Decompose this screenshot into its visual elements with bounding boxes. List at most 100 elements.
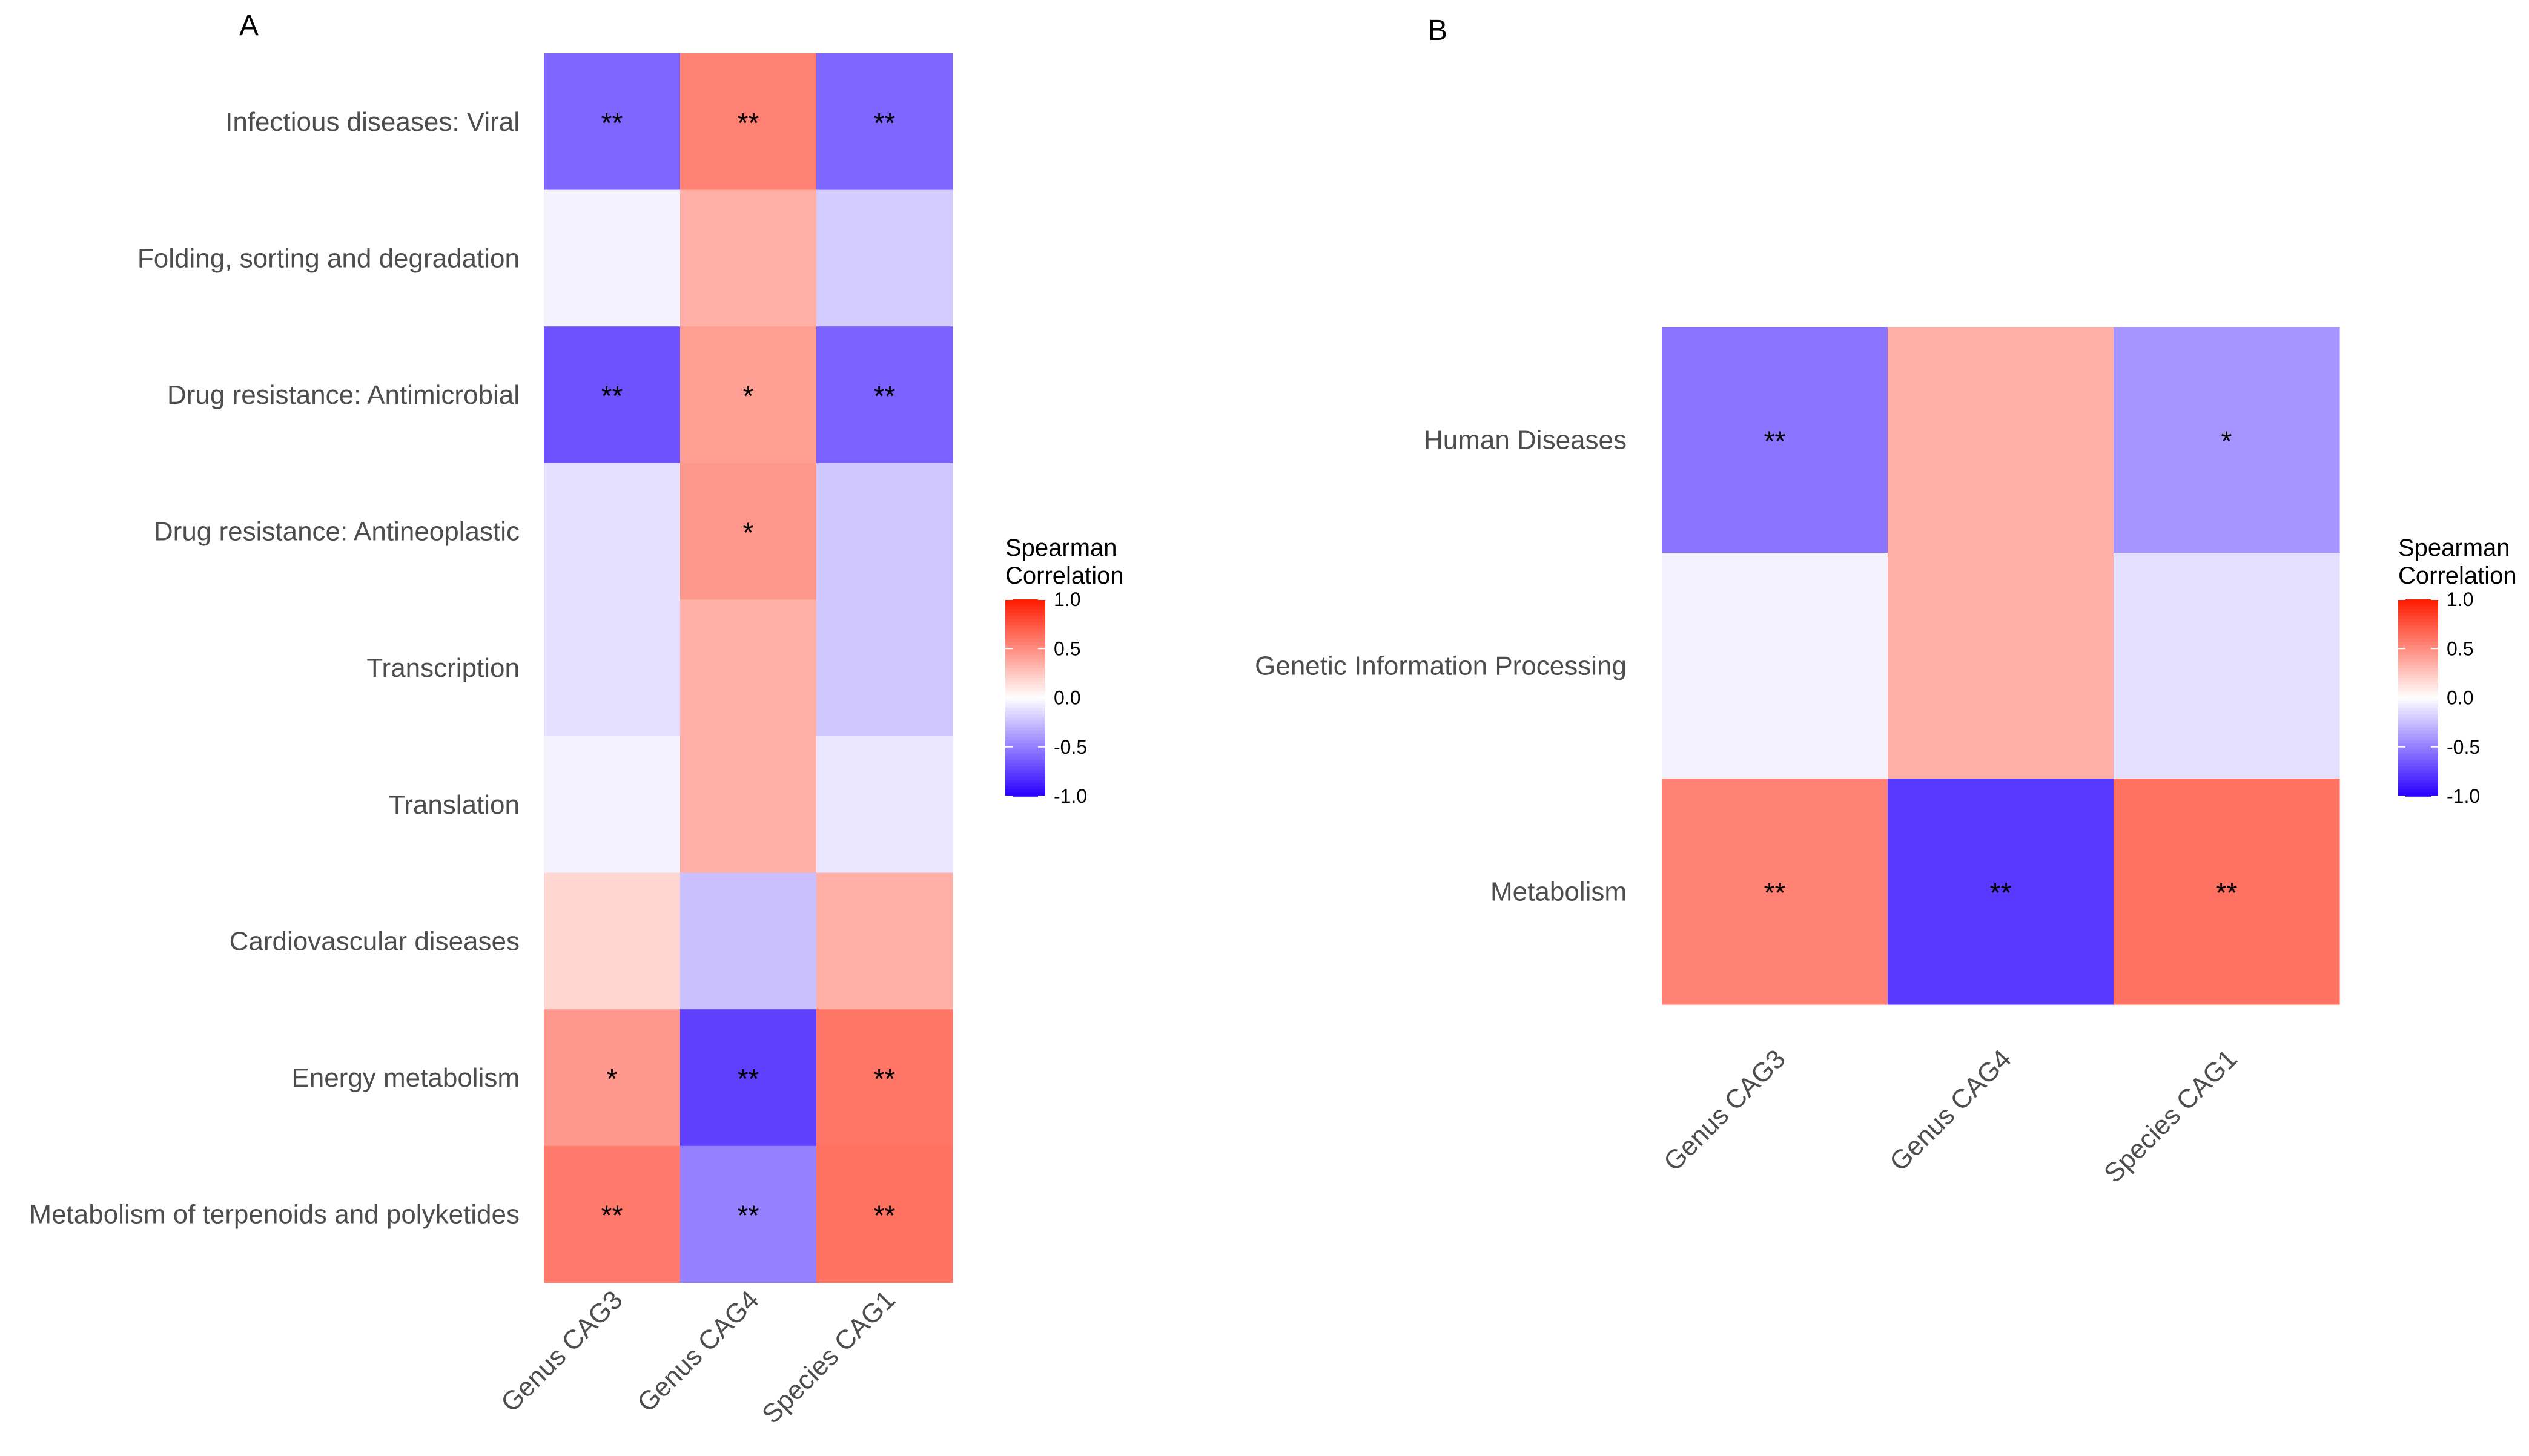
legend-gradient-step <box>1005 700 1045 705</box>
legend-title: Correlation <box>2398 562 2517 589</box>
heatmap-cell <box>680 1009 817 1147</box>
legend-gradient-step <box>2398 688 2438 692</box>
legend-gradient-step <box>1005 635 1045 639</box>
legend-gradient-step <box>1005 691 1045 695</box>
legend-gradient-step <box>2398 655 2438 659</box>
legend-tick-label: -0.5 <box>1054 736 1087 758</box>
row-label: Human Diseases <box>1424 426 1627 455</box>
legend-gradient-step <box>1005 642 1045 646</box>
legend-gradient-step <box>2398 760 2438 764</box>
heatmap-cell <box>2114 553 2340 779</box>
legend-title: Correlation <box>1005 562 1124 589</box>
legend-gradient-step <box>1005 609 1045 613</box>
legend-gradient-step <box>2398 671 2438 676</box>
legend-gradient-step <box>2398 766 2438 771</box>
significance-mark: ** <box>738 1063 759 1095</box>
legend-gradient-step <box>1005 720 1045 725</box>
heatmap-cell <box>544 1145 681 1283</box>
significance-mark: ** <box>738 107 759 139</box>
legend-gradient-step <box>1005 655 1045 659</box>
legend-gradient-step <box>1005 697 1045 702</box>
legend-gradient-step <box>2398 704 2438 708</box>
significance-mark: ** <box>874 380 896 412</box>
legend-gradient-step <box>1005 622 1045 627</box>
legend-gradient-step <box>1005 766 1045 771</box>
heatmap-cell <box>544 599 681 737</box>
significance-mark: * <box>2221 426 2232 457</box>
legend-gradient-step <box>1005 711 1045 715</box>
legend-gradient-step <box>1005 616 1045 620</box>
legend-gradient-step <box>1005 789 1045 794</box>
legend-gradient-step <box>1005 612 1045 616</box>
legend-gradient-step <box>1005 681 1045 685</box>
legend-tick-label: 1.0 <box>1054 588 1080 610</box>
legend-gradient-step <box>2398 753 2438 757</box>
legend-gradient-step <box>1005 674 1045 679</box>
legend-gradient-step <box>2398 599 2438 604</box>
row-label: Metabolism of terpenoids and polyketides <box>29 1200 520 1230</box>
legend-gradient-step <box>1005 605 1045 610</box>
legend-gradient-step <box>1005 707 1045 711</box>
heatmap-cell <box>544 326 681 464</box>
heatmap-cell <box>816 326 953 464</box>
legend-gradient-step <box>2398 734 2438 738</box>
row-label: Energy metabolism <box>291 1063 520 1093</box>
row-label: Drug resistance: Antineoplastic <box>154 517 520 547</box>
legend-title: Spearman <box>2398 535 2510 561</box>
legend-gradient-step <box>2398 651 2438 656</box>
legend-tick-label: -0.5 <box>2447 736 2480 758</box>
legend-gradient-step <box>1005 602 1045 607</box>
heatmap-cell <box>816 872 953 1010</box>
legend-gradient-step <box>1005 750 1045 754</box>
legend-gradient-step <box>2398 727 2438 731</box>
heatmap-cell <box>544 463 681 600</box>
heatmap-cell <box>816 53 953 191</box>
heatmap-cell <box>816 736 953 874</box>
legend-gradient-step <box>2398 658 2438 662</box>
legend-gradient-step <box>2398 769 2438 774</box>
heatmap-cell <box>816 189 953 327</box>
heatmap-cell <box>544 1009 681 1147</box>
legend-tick-label: 0.5 <box>1054 637 1080 659</box>
legend-gradient-step <box>2398 757 2438 761</box>
legend-gradient-step <box>1005 668 1045 672</box>
legend-gradient-step <box>1005 792 1045 797</box>
heatmap-cell <box>544 53 681 191</box>
row-label: Folding, sorting and degradation <box>137 243 520 273</box>
legend-gradient-step <box>2398 616 2438 620</box>
legend-gradient-step <box>2398 681 2438 685</box>
heatmap-cell <box>2114 779 2340 1005</box>
legend-tick-label: 1.0 <box>2447 588 2473 610</box>
legend-gradient-step <box>1005 737 1045 741</box>
row-label: Translation <box>389 790 520 820</box>
heatmap-cell <box>680 463 817 600</box>
row-label: Cardiovascular diseases <box>230 926 520 956</box>
significance-mark: ** <box>1990 877 2012 909</box>
legend-gradient-step <box>1005 769 1045 774</box>
significance-mark: ** <box>601 380 623 412</box>
legend-gradient-step <box>2398 635 2438 639</box>
heatmap-cell <box>680 189 817 327</box>
significance-mark: ** <box>874 1063 896 1095</box>
legend-gradient-step <box>2398 605 2438 610</box>
legend-gradient-step <box>1005 727 1045 731</box>
legend-gradient-step <box>2398 714 2438 718</box>
column-label: Genus CAG3 <box>495 1285 629 1418</box>
legend-gradient-step <box>1005 753 1045 757</box>
legend-gradient-step <box>1005 714 1045 718</box>
legend-gradient-step <box>2398 789 2438 794</box>
heatmap-cell <box>680 326 817 464</box>
legend-gradient-step <box>2398 642 2438 646</box>
legend-gradient-step <box>1005 671 1045 676</box>
heatmap-cell <box>544 736 681 874</box>
legend-gradient-step <box>2398 717 2438 722</box>
legend-gradient-step <box>1005 599 1045 604</box>
legend-gradient-step <box>2398 723 2438 728</box>
legend-gradient-step <box>1005 678 1045 682</box>
significance-mark: ** <box>1764 877 1786 909</box>
heatmap-panel-a: ** ** **** * **** ** **** ** **Infectious diseas… <box>29 53 1124 1429</box>
legend-gradient-step <box>1005 694 1045 699</box>
heatmap-cell <box>1662 327 1888 553</box>
legend-gradient-step <box>2398 632 2438 636</box>
